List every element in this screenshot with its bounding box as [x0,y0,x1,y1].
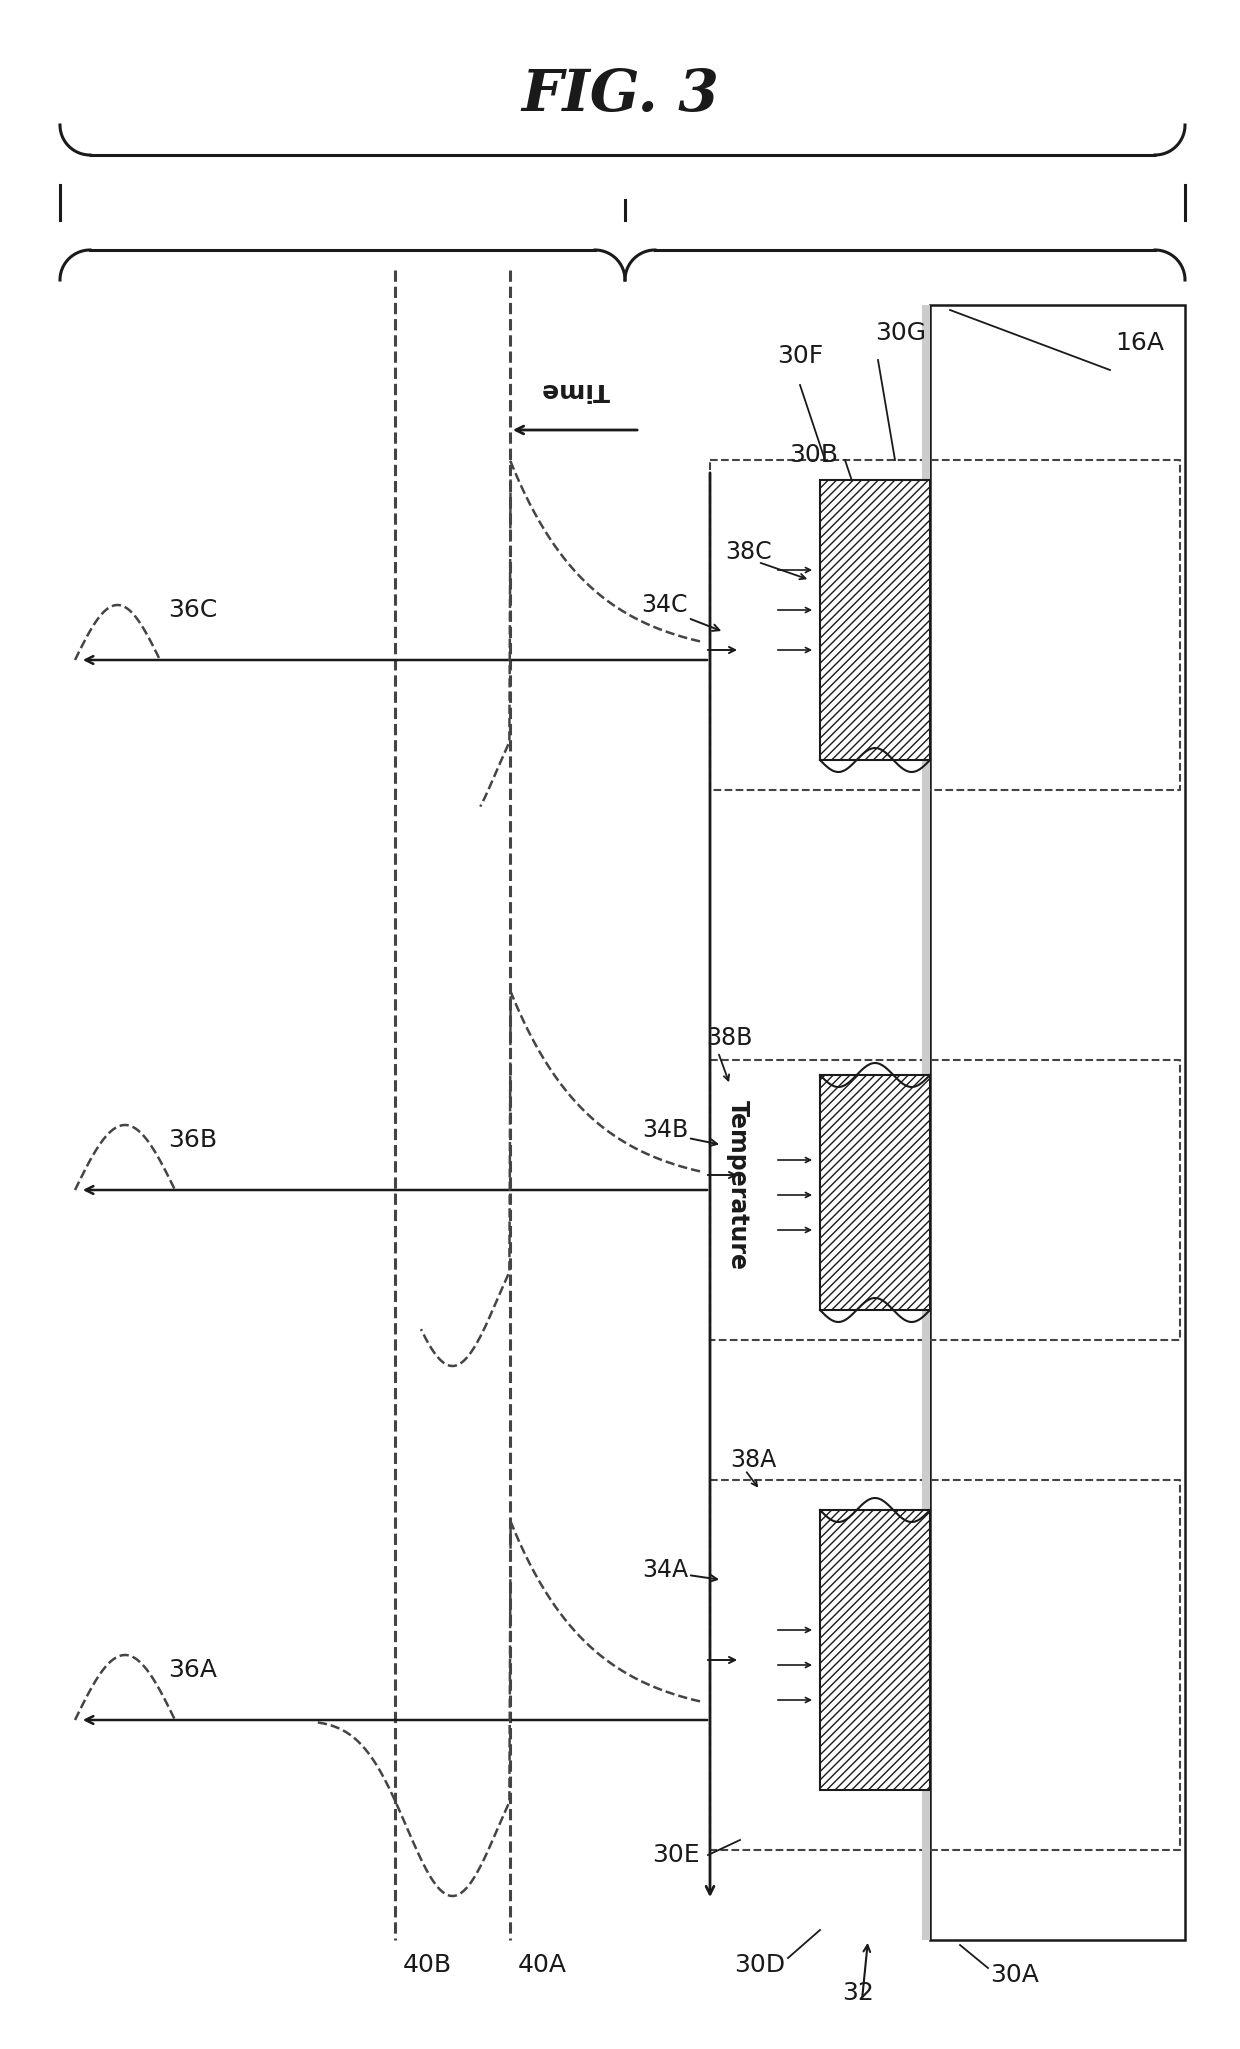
Text: 34B: 34B [642,1119,688,1141]
Text: 34A: 34A [642,1557,688,1582]
Bar [923,305,930,1940]
Text: 32: 32 [842,1981,874,2006]
Text: FIG. 3: FIG. 3 [521,68,719,123]
Bar [930,305,1185,1940]
Text: 34C: 34C [641,592,688,617]
Text: 36B: 36B [167,1129,217,1152]
Bar [820,479,930,760]
Bar [820,1076,930,1309]
Text: 30G: 30G [875,322,926,344]
Text: 36A: 36A [167,1658,217,1682]
Text: 16A: 16A [1116,332,1164,354]
Text: 30D: 30D [734,1953,785,1977]
Text: 38A: 38A [730,1449,776,1471]
Text: 38B: 38B [706,1027,753,1049]
Text: 40A: 40A [518,1953,567,1977]
Text: 30A: 30A [990,1963,1039,1988]
Text: 40B: 40B [403,1953,453,1977]
Text: 38C: 38C [725,541,771,563]
Text: Temperature: Temperature [725,1100,750,1270]
Text: 36C: 36C [167,598,217,623]
Text: 30E: 30E [652,1842,701,1867]
Text: 30F: 30F [777,344,823,369]
Text: 30B: 30B [789,443,838,467]
Text: Time: Time [541,377,609,402]
Bar [820,1510,930,1791]
